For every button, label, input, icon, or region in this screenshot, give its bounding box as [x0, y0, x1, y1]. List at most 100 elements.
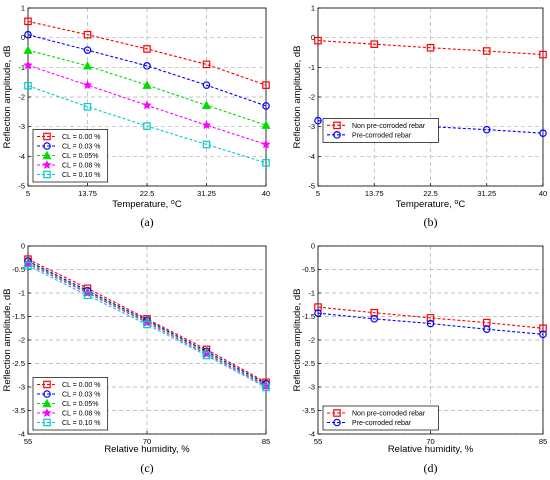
y-axis-label: Reflection amplitude, dB [2, 46, 13, 149]
legend-entry: Pre-corroded rebar [327, 131, 412, 139]
legend-entry: Non pre-corroded rebar [327, 121, 426, 130]
data-point [314, 36, 322, 45]
series-line [27, 85, 267, 164]
legend-label: CL = 0.03 % [62, 392, 100, 399]
y-tick-label: -4 [308, 430, 315, 439]
series-line [27, 34, 267, 107]
data-point [261, 139, 271, 149]
y-tick-label: -1 [308, 63, 315, 72]
x-tick-label: 5 [26, 189, 30, 198]
data-point [539, 330, 547, 339]
data-point [370, 40, 379, 48]
series-line [27, 49, 267, 126]
data-point [262, 383, 270, 392]
series-4 [24, 261, 270, 392]
x-tick-label: 55 [24, 437, 32, 446]
series-line [27, 20, 267, 86]
legend: CL = 0.00 % CL = 0.03 % CL = 0.05% CL = 0.0… [32, 377, 109, 431]
y-axis-label: Reflection amplitude, dB [292, 46, 303, 149]
legend-label: Pre-corroded rebar [352, 420, 412, 427]
data-point [23, 60, 33, 70]
x-axis-unit-degree: o [454, 199, 458, 206]
series-0 [314, 36, 547, 59]
legend-entry: CL = 0.05% [37, 150, 99, 160]
y-tick-label: -2 [18, 93, 25, 102]
x-axis-unit: C [458, 199, 465, 210]
legend-entry: Pre-corroded rebar [327, 418, 412, 427]
data-point [83, 102, 92, 111]
data-point [262, 159, 270, 167]
data-point [201, 100, 212, 110]
legend-label: Pre-corroded rebar [352, 132, 412, 139]
y-tick-label: -3 [308, 122, 315, 131]
y-tick-label: -4 [18, 152, 25, 161]
legend-entry: CL = 0.05% [37, 398, 99, 408]
y-tick-label: 0 [21, 33, 25, 42]
x-axis-unit-degree: o [171, 199, 175, 206]
data-point [143, 45, 151, 53]
legend-marker [42, 407, 52, 418]
legend-entry: CL = 0.10 % [37, 418, 100, 427]
y-tick-label: -0.5 [302, 265, 315, 274]
y-tick-label: -2 [18, 336, 25, 345]
legend-box [322, 118, 439, 143]
legend-entry: CL = 0.08 % [37, 407, 100, 418]
legend-label: CL = 0.08 % [62, 411, 100, 418]
data-point [426, 314, 435, 322]
legend-label: Non pre-corroded rebar [352, 411, 426, 418]
data-point [83, 291, 92, 300]
y-tick-label: -0.5 [12, 265, 25, 274]
x-axis-label: Temperature, oC [396, 199, 466, 211]
x-tick-label: 22.5 [423, 189, 438, 198]
legend-marker [42, 159, 52, 170]
data-point [82, 61, 93, 70]
panel-label: (d) [424, 461, 438, 475]
data-point [23, 45, 33, 54]
legend: Non pre-corroded rebar Pre-corroded rebar [322, 405, 439, 431]
legend-label: CL = 0.10 % [62, 420, 100, 427]
data-point [143, 122, 151, 130]
legend-marker [333, 418, 341, 427]
data-point [482, 325, 491, 333]
data-point [202, 351, 211, 360]
y-tick-label: -5 [308, 182, 315, 191]
x-tick-label: 85 [539, 437, 547, 446]
legend-marker [42, 398, 52, 408]
legend-label: CL = 0.00 % [62, 382, 100, 389]
legend-entry: CL = 0.03 % [37, 142, 100, 151]
legend-entry: CL = 0.03 % [37, 390, 100, 399]
legend-marker [43, 132, 51, 141]
y-axis-label: Reflection amplitude, dB [2, 289, 13, 392]
data-point [142, 80, 152, 89]
y-tick-label: -3 [18, 383, 25, 392]
data-point [539, 129, 547, 137]
legend-label: CL = 0.03 % [62, 144, 100, 151]
series-0 [24, 17, 270, 89]
chart-panel-b: 5 13.75 22.5 31.25 40 -5 -4 -3 -2 -1 0 1 Temperature… [292, 4, 547, 230]
panel-label: (b) [424, 215, 438, 229]
x-tick-label: 22.5 [140, 189, 155, 198]
y-tick-label: -1.5 [302, 312, 315, 321]
y-tick-label: -1 [308, 289, 315, 298]
legend-marker [43, 170, 51, 179]
series-line [27, 258, 267, 383]
series-line [317, 312, 544, 335]
legend-box [322, 405, 439, 431]
y-tick-label: -2.5 [302, 359, 315, 368]
legend-label: Non pre-corroded rebar [352, 123, 426, 130]
legend-marker [42, 150, 52, 160]
y-tick-label: -4 [308, 152, 315, 161]
y-tick-label: -1 [18, 63, 25, 72]
data-point [314, 116, 322, 125]
series-3 [23, 60, 271, 149]
data-point [202, 140, 211, 149]
legend-marker [333, 131, 341, 139]
x-tick-label: 5 [316, 189, 320, 198]
y-tick-label: 0 [311, 33, 315, 42]
y-tick-label: -2.5 [12, 359, 25, 368]
y-tick-label: -3.5 [302, 406, 315, 415]
data-point [482, 125, 491, 134]
data-point [426, 319, 435, 328]
legend-label: CL = 0.10 % [62, 172, 100, 179]
legend-label: CL = 0.05% [62, 401, 99, 408]
